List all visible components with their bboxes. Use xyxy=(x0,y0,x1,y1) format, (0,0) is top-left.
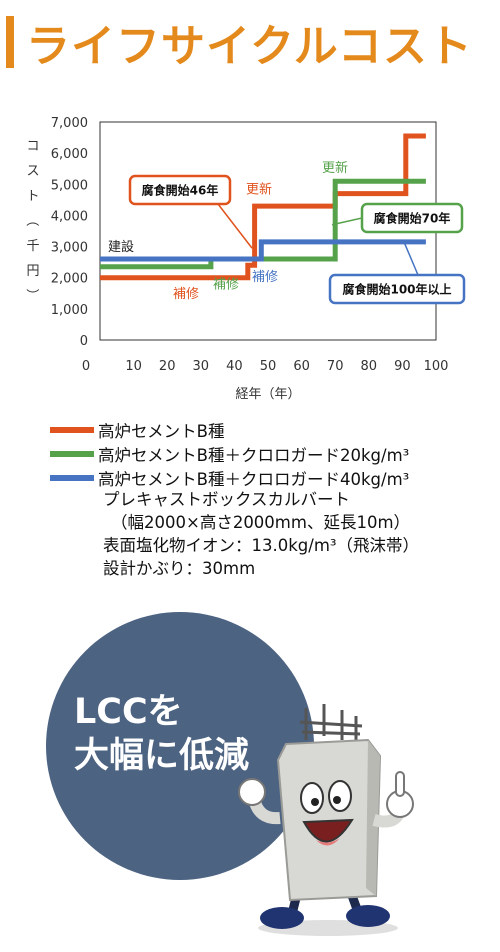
series-line-green xyxy=(100,178,426,270)
y-axis-label-char: 円 xyxy=(26,264,39,279)
y-tick-label: 6,000 xyxy=(51,147,88,162)
legend-swatch-green xyxy=(50,451,94,457)
title-accent-bar xyxy=(6,16,14,68)
x-tick-label: 20 xyxy=(159,359,176,374)
y-tick-label: 0 xyxy=(80,334,88,349)
legend-label: 高炉セメントB種 xyxy=(98,422,225,441)
lcc-badge-line1: LCCを xyxy=(74,692,183,732)
callout-100-pointer xyxy=(403,241,419,276)
y-axis-label-char: （ xyxy=(24,213,39,226)
callout-46-text: 腐食開始46年 xyxy=(142,183,219,198)
x-tick-label: 30 xyxy=(193,359,210,374)
x-tick-label: 40 xyxy=(226,359,243,374)
y-axis-label-char: ） xyxy=(24,288,39,301)
annotation-build: 建設 xyxy=(108,239,134,255)
series-line-blue xyxy=(100,239,426,262)
x-tick-label: 10 xyxy=(125,359,142,374)
conditions-text: プレキャストボックスカルバート （幅2000×高さ2000mm、延長10m） 表… xyxy=(103,488,419,580)
x-tick-label: 50 xyxy=(260,359,277,374)
legend-item: 高炉セメントB種＋クロロガード20kg/m³ xyxy=(50,442,490,466)
lcc-badge-circle xyxy=(46,612,314,880)
condition-size: （幅2000×高さ2000mm、延長10m） xyxy=(111,513,411,532)
y-axis-label-char: コ xyxy=(26,139,39,154)
callout-46-pointer xyxy=(217,203,253,249)
culvert-mascot-illustration xyxy=(238,704,414,936)
x-tick-label: 100 xyxy=(424,359,449,374)
legend-label: 高炉セメントB種＋クロロガード40kg/m³ xyxy=(98,470,410,489)
condition-cover: 設計かぶり：30mm xyxy=(103,559,256,578)
x-tick-label: 90 xyxy=(394,359,411,374)
x-tick-label: 70 xyxy=(327,359,344,374)
condition-chloride: 表面塩化物イオン：13.0kg/m³（飛沫帯） xyxy=(103,536,420,555)
annotation-renew-orange: 更新 xyxy=(246,182,272,198)
callout-70-box xyxy=(360,202,464,234)
legend-swatch-blue xyxy=(50,475,94,481)
x-tick-label: 60 xyxy=(293,359,310,374)
chart-legend: 高炉セメントB種 高炉セメントB種＋クロロガード20kg/m³ 高炉セメントB種… xyxy=(50,418,490,490)
callout-70-text: 腐食開始70年 xyxy=(374,211,451,226)
condition-structure: プレキャストボックスカルバート xyxy=(103,490,351,509)
page-title: ライフサイクルコスト xyxy=(26,21,473,72)
annotation-renew-green: 更新 xyxy=(322,160,348,176)
lifecycle-cost-chart: 0 1,000 2,000 3,000 4,000 5,000 6,000 7,000 0 10 2… xyxy=(24,116,466,402)
y-axis-label-char: 千 xyxy=(26,239,39,254)
y-axis-label-char: ス xyxy=(26,164,39,179)
callout-46-box xyxy=(128,174,232,206)
y-tick-label: 2,000 xyxy=(51,272,88,287)
y-tick-label: 1,000 xyxy=(51,303,88,318)
y-axis-label-char: ト xyxy=(26,189,39,204)
legend-swatch-orange xyxy=(50,427,94,433)
y-tick-label: 3,000 xyxy=(51,241,88,256)
y-tick-label: 7,000 xyxy=(51,116,88,131)
x-tick-label: 0 xyxy=(82,359,90,374)
x-tick-label: 80 xyxy=(361,359,378,374)
callout-100-text: 腐食開始100年以上 xyxy=(342,282,451,297)
series-line-orange xyxy=(100,133,426,281)
annotation-repair-blue: 補修 xyxy=(252,270,278,285)
legend-item: 高炉セメントB種＋クロロガード40kg/m³ xyxy=(50,466,490,490)
callout-70-pointer xyxy=(331,217,363,226)
legend-item: 高炉セメントB種 xyxy=(50,418,490,442)
y-tick-label: 4,000 xyxy=(51,209,88,224)
callout-100-box xyxy=(328,273,466,305)
annotation-repair-orange: 補修 xyxy=(173,287,199,302)
lcc-badge-text: LCCを 大幅に低減 xyxy=(74,690,249,778)
legend-label: 高炉セメントB種＋クロロガード20kg/m³ xyxy=(98,446,410,465)
lcc-badge-line2: 大幅に低減 xyxy=(74,736,250,776)
annotation-repair-green: 補修 xyxy=(213,278,239,293)
x-axis-label: 経年（年） xyxy=(235,387,300,402)
y-tick-label: 5,000 xyxy=(51,178,88,193)
